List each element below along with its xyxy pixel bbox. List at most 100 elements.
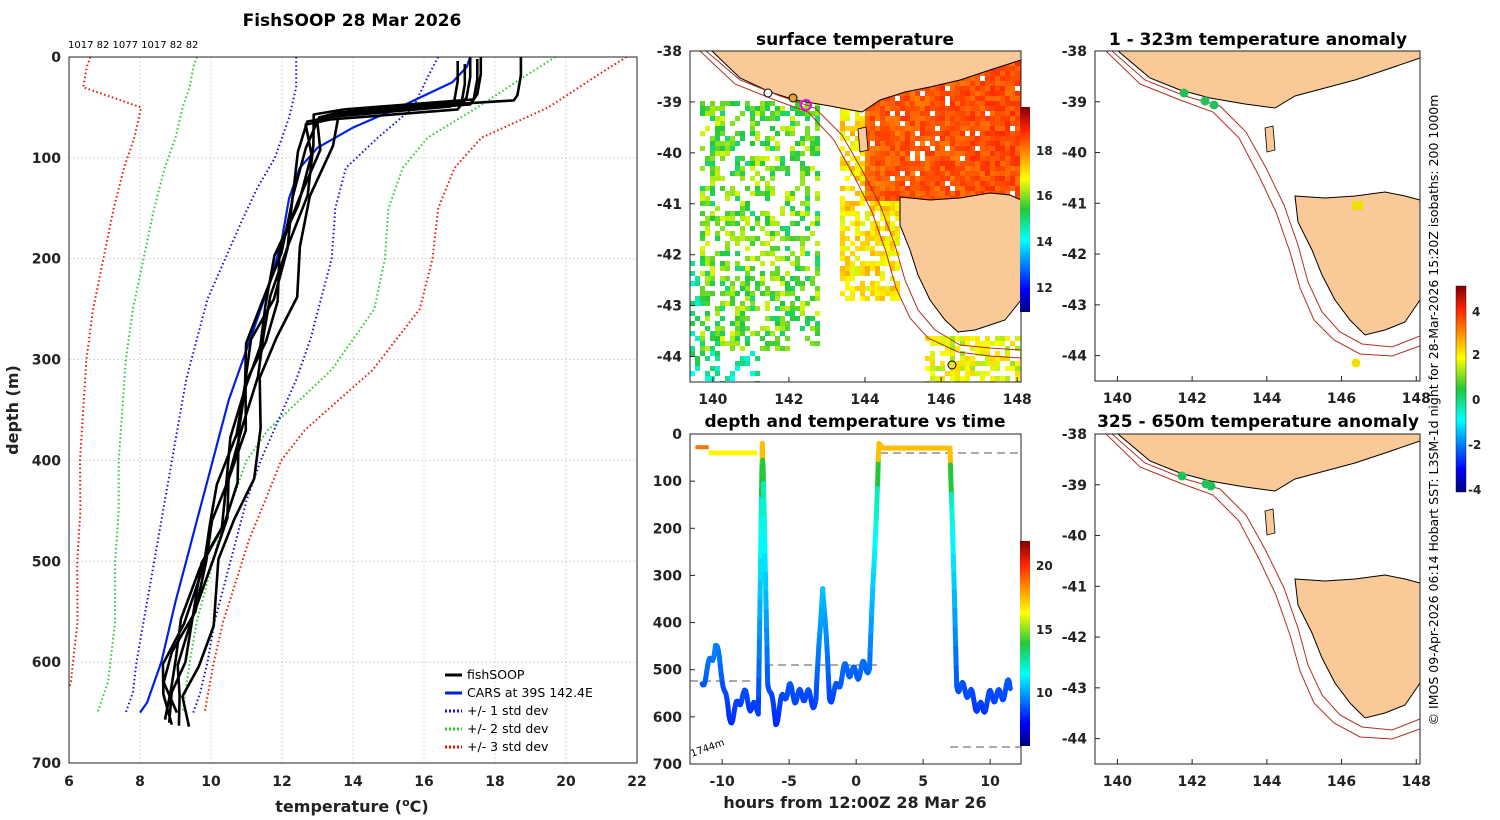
sst-pixel <box>875 131 880 136</box>
sst-pixel <box>885 111 890 116</box>
sst-pixel <box>905 106 910 111</box>
sst-pixel <box>765 166 770 171</box>
sst-pixel <box>965 106 970 111</box>
sst-pixel <box>755 256 760 261</box>
sst-pixel <box>780 301 785 306</box>
time-trace-segment <box>953 645 959 670</box>
sst-pixel <box>880 191 885 196</box>
sst-pixel <box>965 161 970 166</box>
sst-pixel <box>890 296 895 301</box>
sst-pixel <box>815 111 820 116</box>
sst-pixel <box>925 166 930 171</box>
sst-pixel <box>715 236 720 241</box>
sst-pixel <box>995 341 1000 346</box>
sst-pixel <box>955 151 960 156</box>
sst-pixel <box>690 321 695 326</box>
sst-pixel <box>945 186 950 191</box>
sst-pixel <box>925 336 930 341</box>
sst-pixel <box>840 116 845 121</box>
sst-pixel <box>970 131 975 136</box>
sst-pixel <box>990 181 995 186</box>
sst-pixel <box>930 141 935 146</box>
sst-pixel <box>790 196 795 201</box>
anom2-title: 325 - 650m temperature anomaly <box>1097 412 1419 432</box>
sst-pixel <box>700 106 705 111</box>
sst-pixel <box>760 176 765 181</box>
sst-pixel <box>1000 106 1005 111</box>
sst-pixel <box>845 261 850 266</box>
sst-pixel <box>735 306 740 311</box>
sst-pixel <box>895 111 900 116</box>
sst-pixel <box>770 146 775 151</box>
sst-pixel <box>745 161 750 166</box>
anom1-point-4 <box>1352 201 1363 210</box>
sst-pixel <box>970 86 975 91</box>
sst-pixel <box>970 191 975 196</box>
sst-pixel <box>920 146 925 151</box>
sst-pixel <box>930 371 935 376</box>
sst-pixel <box>995 81 1000 86</box>
sst-pixel <box>840 126 845 131</box>
sst-pixel <box>845 201 850 206</box>
sst-pixel <box>915 151 920 156</box>
sst-pixel <box>815 116 820 121</box>
sst-pixel <box>800 151 805 156</box>
sst-pixel <box>960 141 965 146</box>
sst-pixel <box>875 251 880 256</box>
sst-pixel <box>960 106 965 111</box>
sst-pixel <box>770 246 775 251</box>
sst-pixel <box>855 246 860 251</box>
sst-pixel <box>785 246 790 251</box>
sst-pixel <box>770 216 775 221</box>
sst-pixel <box>845 236 850 241</box>
sst-pixel <box>985 181 990 186</box>
sst-pixel <box>780 111 785 116</box>
sst-pixel <box>880 196 885 201</box>
sst-pixel <box>715 146 720 151</box>
anom1-tasmania <box>1294 191 1420 336</box>
sst-pixel <box>750 301 755 306</box>
sst-pixel <box>860 241 865 246</box>
sst-pixel <box>750 161 755 166</box>
sst-pixel <box>910 181 915 186</box>
sst-pixel <box>965 146 970 151</box>
sst-pixel <box>780 281 785 286</box>
sst-pixel <box>880 176 885 181</box>
sst-pixel <box>780 321 785 326</box>
sst-pixel <box>715 171 720 176</box>
sst-pixel <box>765 306 770 311</box>
sst-pixel <box>955 191 960 196</box>
sst-pixel <box>995 131 1000 136</box>
sst-pixel <box>885 96 890 101</box>
sst-pixel <box>905 166 910 171</box>
series-std2-high <box>181 57 556 713</box>
sst-pixel <box>710 151 715 156</box>
sst-pixel <box>700 251 705 256</box>
sst-pixel <box>740 131 745 136</box>
sst-pixel <box>980 151 985 156</box>
sst-pixel <box>785 196 790 201</box>
sst-pixel <box>890 211 895 216</box>
sst-pixel <box>810 221 815 226</box>
sst-pixel <box>925 86 930 91</box>
sst-pixel <box>725 341 730 346</box>
sst-pixel <box>975 86 980 91</box>
sst-pixel <box>840 121 845 126</box>
sst-pixel <box>850 271 855 276</box>
sst-pixel <box>775 111 780 116</box>
sst-pixel <box>840 241 845 246</box>
sst-pixel <box>800 136 805 141</box>
sst-pixel <box>875 176 880 181</box>
sst-pixel <box>935 91 940 96</box>
sst-marker-2 <box>788 93 798 103</box>
sst-pixel <box>940 341 945 346</box>
sst-pixel <box>1005 66 1010 71</box>
sst-pixel <box>975 176 980 181</box>
sst-pixel <box>885 181 890 186</box>
sst-ytick-5: -43 <box>657 299 682 315</box>
sst-pixel <box>1015 91 1020 96</box>
sst-pixel <box>690 371 695 376</box>
sst-pixel <box>910 91 915 96</box>
sst-pixel <box>770 316 775 321</box>
sst-pixel <box>890 121 895 126</box>
